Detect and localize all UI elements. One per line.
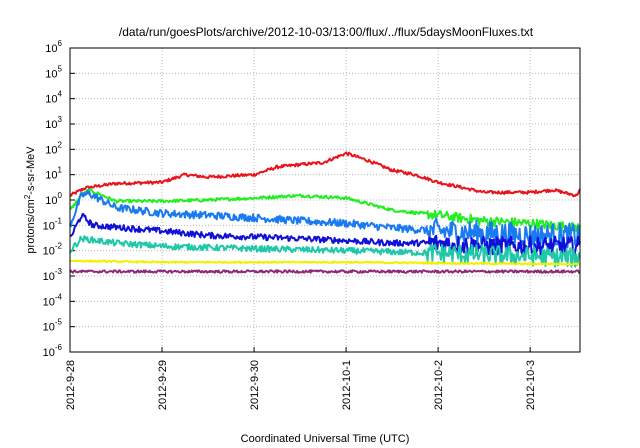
y-tick-label: 10-2 — [43, 242, 63, 258]
chart-title: /data/run/goesPlots/archive/2012-10-03/1… — [119, 25, 534, 39]
y-tick-label: 100 — [45, 191, 62, 207]
y-tick-exponent: 0 — [58, 191, 63, 200]
series-line-5 — [69, 259, 581, 266]
y-tick-base: 10 — [43, 347, 55, 359]
y-tick-exponent: 1 — [58, 166, 63, 175]
x-tick-label: 2012-9-28 — [65, 360, 77, 410]
x-axis-label: Coordinated Universal Time (UTC) — [241, 433, 410, 445]
y-tick-label: 10-3 — [43, 267, 63, 283]
y-tick-base: 10 — [43, 220, 55, 232]
x-tick-labels: 2012-9-28 2012-9-29 2012-9-30 2012-10-1 2012… — [65, 360, 537, 410]
series-line-1 — [69, 188, 581, 233]
series-line-4 — [69, 235, 581, 268]
y-tick-base: 10 — [43, 246, 55, 258]
y-tick-label: 102 — [45, 140, 62, 156]
y-tick-base: 10 — [45, 68, 57, 80]
y-tick-label: 105 — [45, 64, 62, 80]
y-tick-label: 101 — [45, 166, 62, 182]
y-tick-labels: 10610510410310210110010-110-210-310-410-… — [43, 39, 63, 359]
y-tick-label: 106 — [45, 39, 62, 55]
y-tick-exponent: 5 — [58, 64, 63, 73]
y-tick-exponent: 4 — [58, 90, 63, 99]
y-axis-label-part1: protons/cm — [25, 199, 37, 253]
x-tick-label: 2012-10-1 — [341, 360, 353, 410]
y-tick-base: 10 — [45, 144, 57, 156]
series-line-2 — [69, 190, 581, 249]
y-tick-exponent: -3 — [55, 267, 63, 276]
y-tick-base: 10 — [43, 296, 55, 308]
y-tick-base: 10 — [45, 170, 57, 182]
y-tick-exponent: -4 — [55, 292, 63, 301]
series-line-6 — [69, 269, 581, 274]
y-tick-label: 103 — [45, 115, 62, 131]
grid-lines — [69, 47, 580, 353]
x-tick-label: 2012-9-29 — [157, 360, 169, 410]
x-tick-label: 2012-10-3 — [525, 360, 537, 410]
y-tick-label: 10-5 — [43, 318, 63, 334]
plot-frame — [69, 47, 581, 353]
y-tick-base: 10 — [45, 195, 57, 207]
y-tick-exponent: -6 — [55, 343, 63, 352]
series-lines — [69, 151, 581, 274]
y-tick-base: 10 — [45, 43, 57, 55]
y-tick-base: 10 — [45, 94, 57, 106]
y-tick-label: 10-4 — [43, 292, 63, 308]
y-tick-exponent: -2 — [55, 242, 63, 251]
y-tick-label: 104 — [45, 90, 62, 106]
y-tick-label: 10-6 — [43, 343, 63, 359]
y-tick-label: 10-1 — [43, 216, 63, 232]
y-tick-base: 10 — [43, 322, 55, 334]
y-tick-exponent: -1 — [55, 216, 63, 225]
y-axis-label-part2: -s-sr-MeV — [25, 146, 37, 195]
y-tick-base: 10 — [45, 119, 57, 131]
y-tick-exponent: 6 — [58, 39, 63, 48]
y-tick-exponent: 2 — [58, 140, 63, 149]
y-axis-label-superscript: 2 — [23, 194, 32, 199]
y-tick-base: 10 — [43, 271, 55, 283]
series-line-3 — [69, 213, 581, 257]
y-tick-exponent: 3 — [58, 115, 63, 124]
y-tick-exponent: -5 — [55, 318, 63, 327]
x-tick-label: 2012-10-2 — [433, 360, 445, 410]
y-axis-label: protons/cm2-s-sr-MeV — [23, 146, 37, 254]
series-line-0 — [69, 151, 581, 198]
x-tick-label: 2012-9-30 — [249, 360, 261, 410]
